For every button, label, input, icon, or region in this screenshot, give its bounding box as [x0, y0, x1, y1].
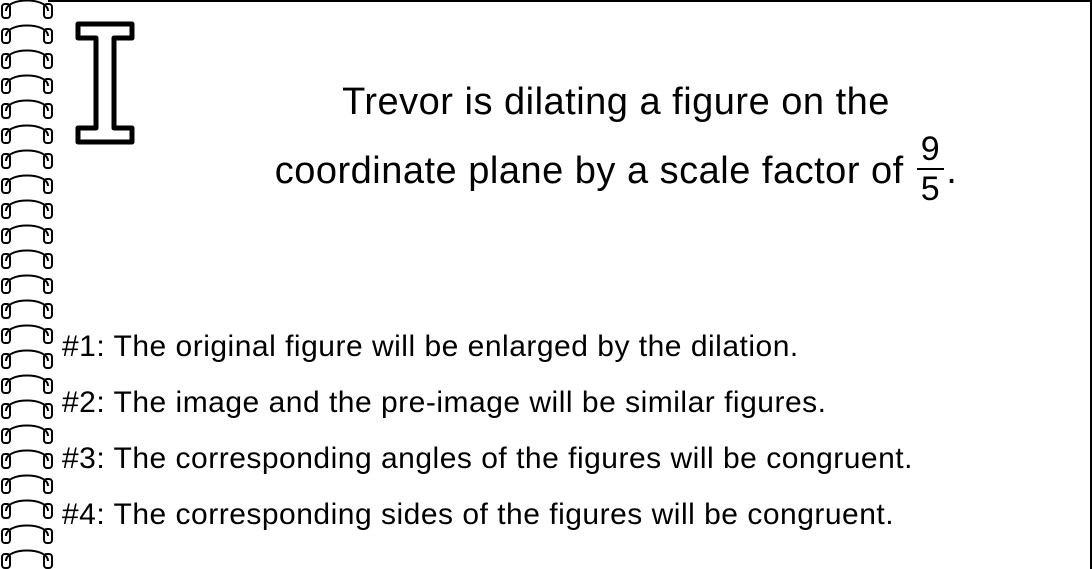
fraction-numerator: 9	[917, 132, 944, 168]
prompt-line-2-post: .	[946, 150, 957, 192]
letter-i-icon	[70, 18, 140, 148]
spiral-binding-icon	[0, 0, 56, 569]
statement-2: #2: The image and the pre-image will be …	[62, 386, 1082, 420]
question-prompt: Trevor is dilating a figure on the coord…	[170, 68, 1062, 210]
section-label	[70, 18, 140, 168]
statements-list: #1: The original figure will be enlarged…	[62, 330, 1082, 554]
statement-4: #4: The corresponding sides of the figur…	[62, 498, 1082, 532]
statement-3: #3: The corresponding angles of the figu…	[62, 442, 1082, 476]
scale-factor-fraction: 95	[917, 132, 944, 206]
prompt-line-2-pre: coordinate plane by a scale factor of	[275, 150, 915, 192]
statement-1: #1: The original figure will be enlarged…	[62, 330, 1082, 364]
fraction-denominator: 5	[917, 168, 944, 206]
prompt-line-1: Trevor is dilating a figure on the	[342, 81, 890, 123]
